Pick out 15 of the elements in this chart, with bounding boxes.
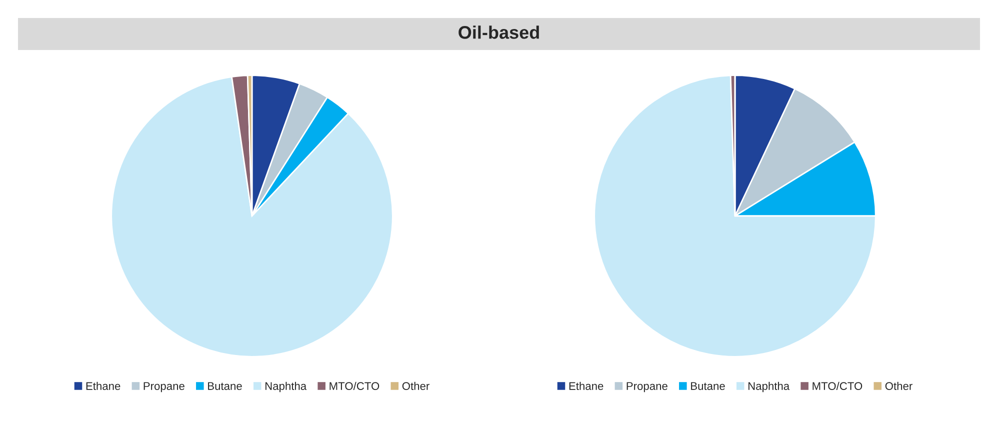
legend-label: MTO/CTO [812,382,862,390]
legend-label: Other [885,382,912,390]
legend-label: Propane [144,382,184,392]
pie-slice [110,76,394,358]
legend-label: Ethane [86,382,120,390]
text: Oil-based [458,26,539,39]
legend-label: Ethane [569,382,604,390]
legend-label: Propane [626,382,668,392]
legend-label: Butane [208,382,242,390]
legend-label: Butane [691,382,725,390]
legend-label: MTO/CTO [330,382,380,390]
pie-slice [594,74,876,358]
legend-label: Naphtha [265,382,307,392]
legend-label: Other [402,382,430,390]
legend-label: Naphtha [748,382,790,392]
